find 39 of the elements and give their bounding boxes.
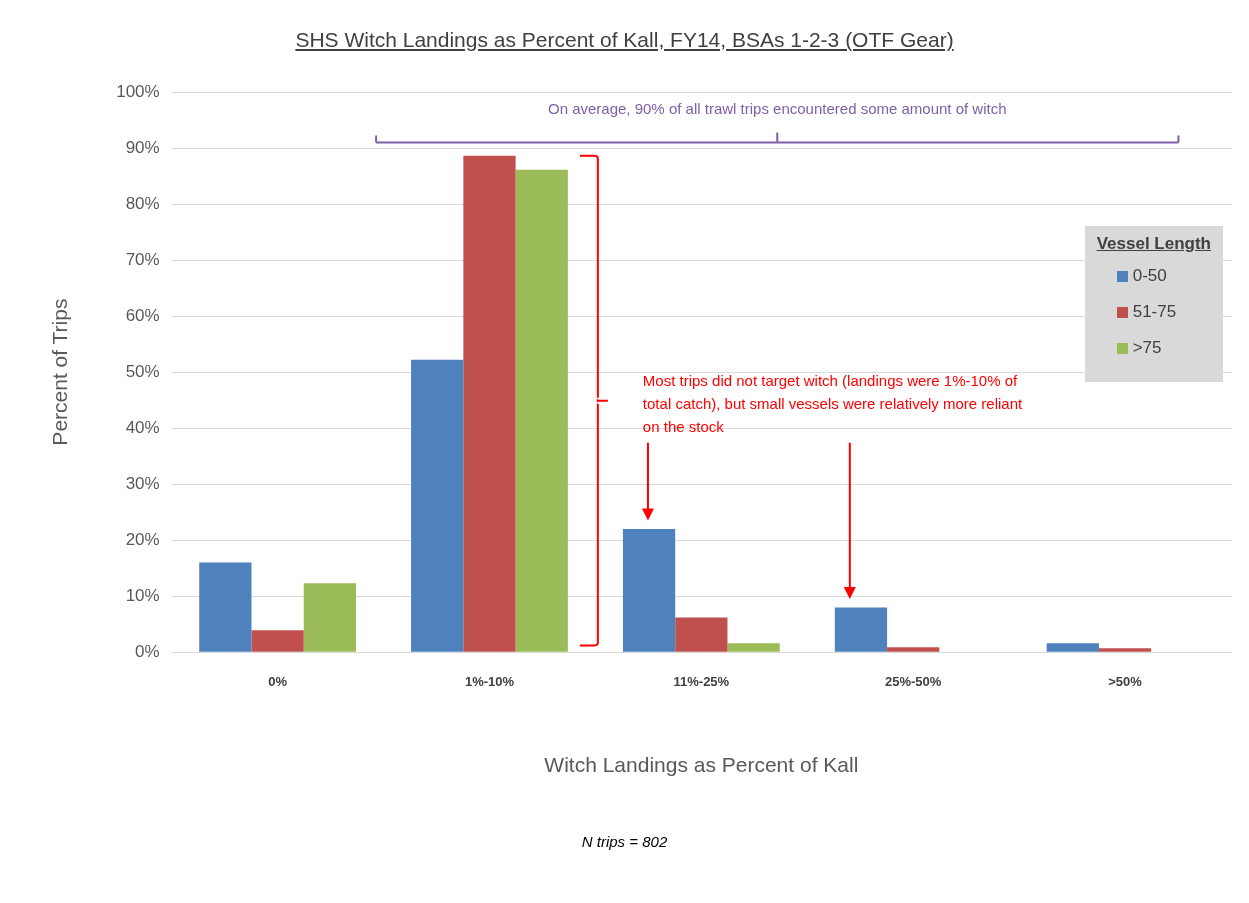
bar bbox=[1098, 648, 1152, 652]
x-tick-label: 1%-10% bbox=[464, 673, 515, 689]
bar bbox=[303, 583, 356, 652]
bar bbox=[515, 169, 568, 652]
bar bbox=[887, 647, 940, 652]
x-tick-label: >50% bbox=[1108, 673, 1143, 689]
bar bbox=[1046, 643, 1099, 652]
x-tick-label: 25%-50% bbox=[885, 673, 942, 689]
y-tick-label: 50% bbox=[125, 361, 160, 381]
x-tick-label: 11%-25% bbox=[673, 673, 730, 689]
y-tick-label: 20% bbox=[125, 529, 160, 549]
bar bbox=[675, 617, 728, 652]
annotation: Most trips did not target witch (landings were 1%-10% of total catch), but small vessels were relatively more reliant on the stock bbox=[642, 370, 1024, 437]
bar bbox=[199, 562, 252, 652]
chart-title: SHS Witch Landings as Percent of Kall, FY14, BSAs 1-2-3 (OTF Gear) bbox=[294, 28, 955, 52]
y-axis-title: Percent of Trips bbox=[48, 298, 72, 446]
y-tick-label: 10% bbox=[125, 585, 160, 605]
y-tick-label: 100% bbox=[116, 81, 160, 101]
x-tick-label: 0% bbox=[268, 673, 288, 689]
bar bbox=[622, 528, 676, 652]
y-tick-label: 60% bbox=[125, 305, 160, 325]
annotation: On average, 90% of all trawl trips encountered some amount of witch bbox=[546, 99, 1008, 120]
legend-label: 0-50 bbox=[1132, 266, 1167, 287]
bar bbox=[411, 359, 464, 652]
legend-label: >75 bbox=[1132, 338, 1162, 359]
legend-title: Vessel Length bbox=[1096, 234, 1211, 255]
bar bbox=[727, 643, 780, 652]
x-axis-title: Witch Landings as Percent of Kall bbox=[544, 753, 859, 777]
y-tick-label: 30% bbox=[125, 473, 160, 493]
bar bbox=[251, 630, 304, 652]
y-tick-label: 40% bbox=[125, 417, 160, 437]
y-tick-label: 90% bbox=[125, 137, 160, 157]
bar bbox=[834, 607, 888, 652]
y-tick-label: 70% bbox=[125, 249, 160, 269]
y-tick-label: 0% bbox=[135, 641, 160, 661]
y-tick-label: 80% bbox=[125, 193, 160, 213]
legend-label: 51-75 bbox=[1132, 302, 1177, 323]
text: N trips = 802 bbox=[580, 832, 669, 852]
bar bbox=[463, 155, 516, 652]
